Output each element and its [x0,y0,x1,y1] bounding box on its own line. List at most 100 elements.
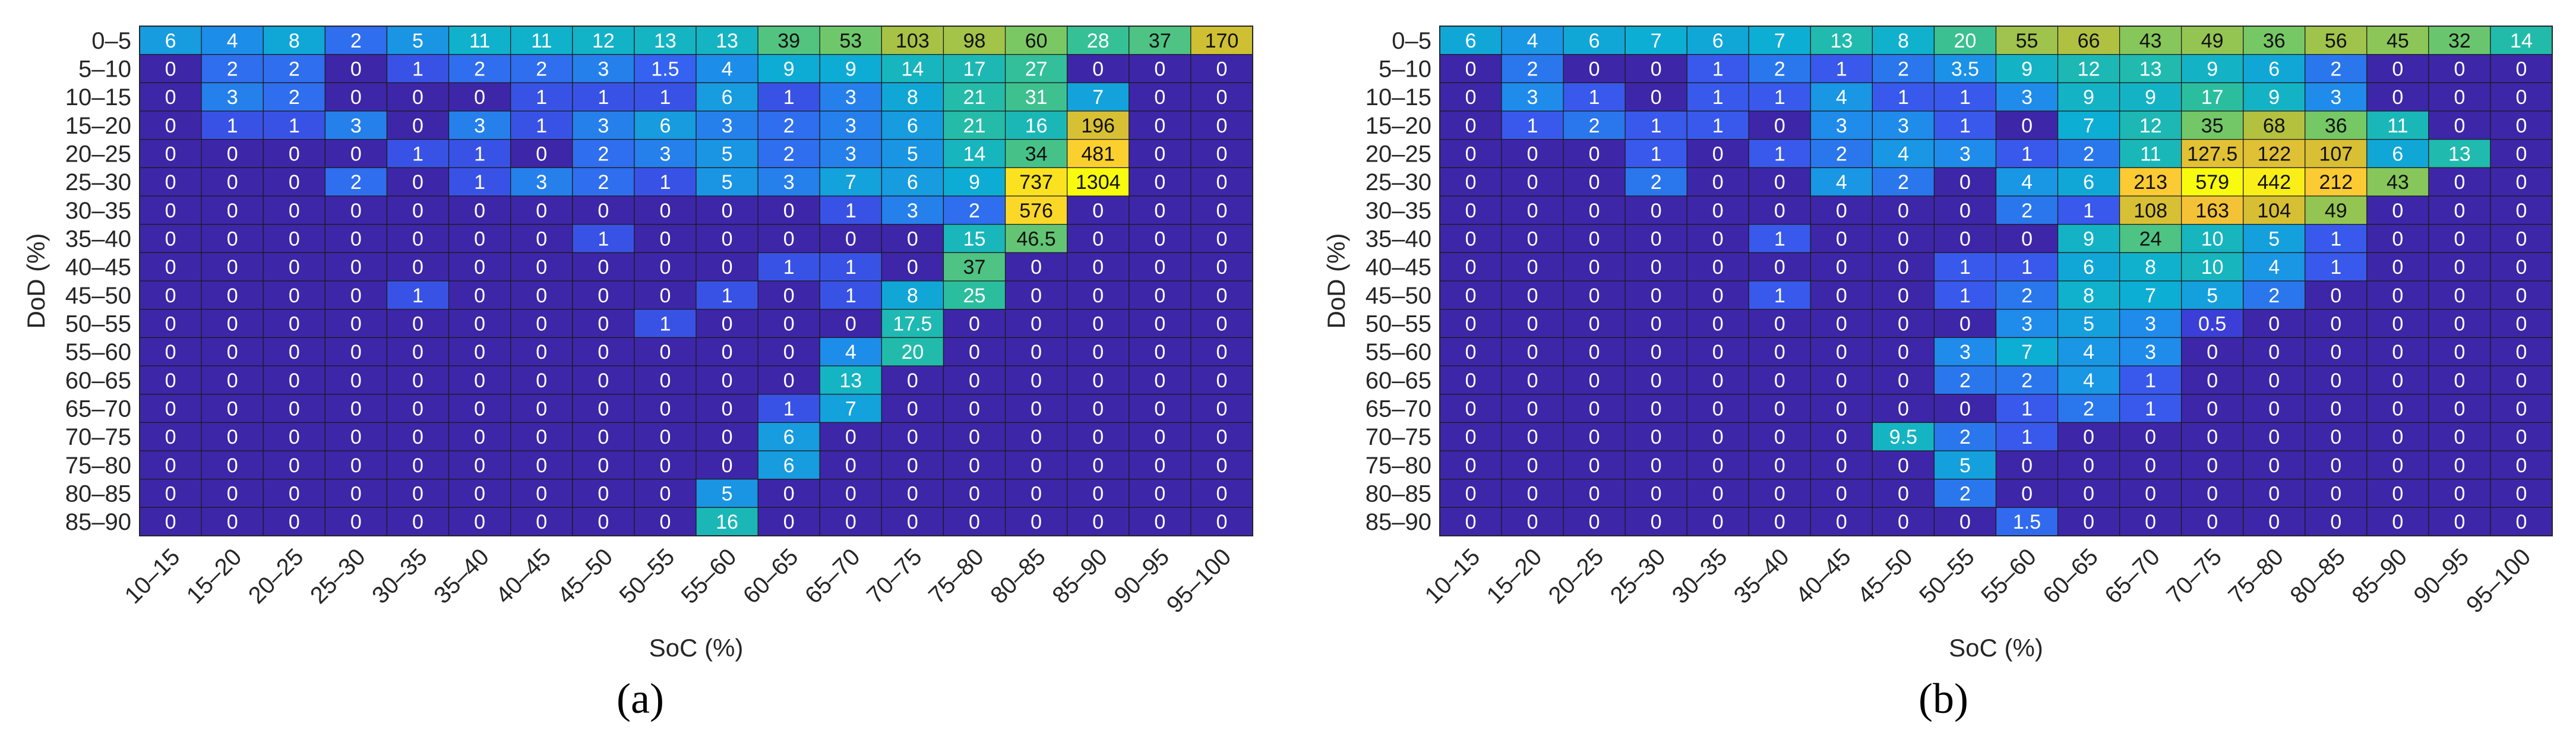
cell-value-label: 0 [350,228,362,251]
cell-value-label: 0 [907,369,918,392]
heatmap-cell [572,195,635,225]
cell-value-label: 0 [2145,511,2156,533]
heatmap-cell [1933,26,1997,55]
panel-label: (b) [1918,675,1968,722]
cell-value-label: 0 [2392,341,2403,364]
cell-value-label: 1 [1651,143,1662,166]
y-tick-label: 45–50 [1366,283,1431,309]
heatmap-cell [2305,365,2368,395]
cell-value-label: 0 [1465,511,1477,533]
cell-value-label: 0 [1092,511,1104,533]
cell-value-label: 8 [1898,30,1909,52]
cell-value-label: 0 [350,200,362,222]
heatmap-cell [324,82,388,112]
cell-value-label: 0 [165,256,176,279]
heatmap-cell [1748,280,1811,310]
cell-value-label: 0 [350,454,362,477]
cell-value-label: 0 [474,341,485,364]
cell-value-label: 2 [350,30,362,52]
cell-value-label: 0 [2454,58,2465,81]
cell-value-label: 0 [2268,454,2280,477]
heatmap-cell [1501,450,1564,480]
heatmap-cell [1748,450,1811,480]
heatmap-cell [881,337,944,366]
heatmap-cell [201,195,264,225]
cell-value-label: 196 [1081,115,1115,137]
heatmap-cell [1686,394,1749,423]
cell-value-label: 0 [969,454,980,477]
cell-value-label: 0 [289,454,300,477]
heatmap-cell [1872,422,1935,451]
heatmap-cell [819,450,882,480]
y-tick-label: 15–20 [1366,113,1431,139]
cell-value-label: 0 [2268,341,2280,364]
cell-value-label: 25 [963,285,986,307]
heatmap-cell [1686,195,1749,225]
heatmap-cell [1872,26,1935,55]
y-tick-label: 0–5 [1392,28,1431,54]
heatmap-cell [1129,394,1191,423]
heatmap-cell [1004,110,1068,140]
cell-value-label: 45 [2387,30,2409,52]
cell-value-label: 8 [289,30,300,52]
heatmap-cell [1995,195,2059,225]
cell-value-label: 0 [2454,511,2465,533]
heatmap-cell [2181,280,2244,310]
cell-value-label: 3 [2145,313,2156,336]
cell-value-label: 103 [896,30,930,52]
cell-value-label: 0 [536,369,547,392]
heatmap-cell [2181,337,2244,366]
cell-value-label: 35 [2201,115,2224,137]
heatmap-cell [2181,54,2244,83]
x-tick-label: 65–70 [800,544,865,609]
heatmap-cell [386,167,450,197]
cell-value-label: 1 [783,256,795,279]
cell-value-label: 0 [1031,285,1042,307]
cell-value-label: 4 [2083,369,2094,392]
x-tick-label: 25–30 [305,544,371,609]
cell-value-label: 0 [1836,285,1847,307]
y-tick-label: 80–85 [1366,481,1431,507]
cell-value-label: 0 [412,313,423,336]
cell-value-label: 0 [1527,313,1538,336]
cell-value-label: 5 [722,143,733,166]
cell-value-label: 0 [289,313,300,336]
cell-value-label: 0 [289,143,300,166]
cell-value-label: 0 [1712,483,1724,505]
heatmap-cell [1067,26,1130,55]
x-tick-label: 95–100 [1162,544,1237,618]
heatmap-cell [2366,422,2429,451]
heatmap-cell [201,224,264,253]
heatmap-cell [819,26,882,55]
cell-value-label: 0 [227,200,238,222]
heatmap-cell [201,26,264,55]
cell-value-label: 0 [412,398,423,421]
cell-value-label: 0 [1092,313,1104,336]
heatmap-cell [1004,309,1068,338]
heatmap-cell [1933,280,1997,310]
heatmap-cell [572,309,635,338]
heatmap-cell [201,252,264,282]
heatmap-cell [943,365,1006,395]
cell-value-label: 0 [783,511,795,533]
heatmap-cell [1501,167,1564,197]
x-tick-label: 70–75 [862,544,927,609]
cell-value-label: 0 [1959,511,1971,533]
cell-value-label: 0 [412,228,423,251]
heatmap-cell [263,394,325,423]
heatmap-cell [1501,309,1564,338]
cell-value-label: 0 [722,200,733,222]
cell-value-label: 0 [165,426,176,448]
cell-value-label: 0 [1836,483,1847,505]
cell-value-label: 212 [2319,171,2353,194]
cell-value-label: 0 [1651,454,1662,477]
y-tick-label: 50–55 [65,311,131,337]
x-tick-label: 95–100 [2461,544,2536,618]
heatmap-cell [201,110,264,140]
heatmap-cell [1501,337,1564,366]
heatmap-cell [2428,167,2491,197]
heatmap-cell [757,422,820,451]
cell-value-label: 68 [2263,115,2286,137]
heatmap-cell [1439,394,1502,423]
heatmap-cell [2119,507,2182,536]
